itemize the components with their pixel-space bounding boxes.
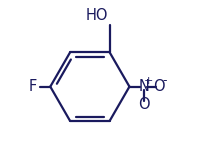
Text: O: O <box>138 97 150 112</box>
Text: +: + <box>144 76 153 86</box>
Text: HO: HO <box>85 8 108 23</box>
Text: N: N <box>138 79 149 94</box>
Text: -: - <box>162 74 167 87</box>
Text: O: O <box>153 79 165 94</box>
Text: F: F <box>29 79 37 94</box>
